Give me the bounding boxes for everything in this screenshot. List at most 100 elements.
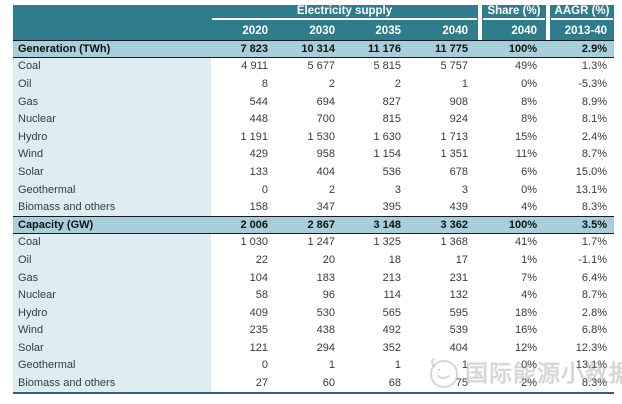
- value-share-2040: 18%: [514, 306, 537, 319]
- value-2040: 3 362: [440, 218, 468, 231]
- electricity-supply-table: Electricity supply Share (%) AAGR (%) 20…: [13, 5, 614, 394]
- value-2035: 395: [382, 201, 401, 214]
- value-2020: 104: [249, 271, 268, 284]
- value-2040: 439: [449, 201, 468, 214]
- value-2020: 58: [255, 289, 268, 302]
- value-aagr-2013-40: 3.5%: [581, 218, 607, 231]
- value-aagr-2013-40: 1.3%: [581, 60, 607, 73]
- value-2030: 183: [316, 271, 335, 284]
- value-2040: 595: [449, 306, 468, 319]
- value-2035: 114: [383, 289, 401, 302]
- row-label: Gas: [13, 92, 211, 111]
- value-2040: 75: [455, 377, 468, 390]
- value-2020: 1 030: [240, 236, 268, 249]
- column-header-2030: 2030: [278, 22, 345, 40]
- table-row: Oil 22 20 18 17 1% -1.1%: [13, 251, 614, 269]
- value-2035: 536: [382, 165, 401, 178]
- value-aagr-2013-40: -5.3%: [578, 77, 607, 90]
- value-2030: 694: [316, 95, 335, 108]
- table-row: Wind 235 438 492 539 16% 6.8%: [13, 321, 614, 340]
- row-label: Generation (TWh): [18, 42, 111, 55]
- value-aagr-2013-40: 8.9%: [581, 95, 607, 108]
- value-2035: 1 630: [373, 130, 401, 143]
- value-2020: 8: [261, 77, 268, 90]
- value-2040: 539: [449, 324, 468, 337]
- value-2030: 347: [316, 201, 335, 214]
- value-aagr-2013-40: 13.1%: [575, 183, 607, 196]
- value-2035: 1 154: [373, 148, 401, 161]
- value-aagr-2013-40: 8.3%: [581, 377, 607, 390]
- value-2020: 235: [249, 324, 268, 337]
- row-label: Wind: [13, 321, 211, 340]
- value-2030: 2: [328, 183, 335, 196]
- value-2040: 1 368: [440, 236, 468, 249]
- value-2030: 700: [316, 113, 335, 126]
- value-2030: 404: [316, 165, 335, 178]
- value-2020: 429: [249, 148, 268, 161]
- value-2040: 1: [461, 359, 468, 372]
- table-row: Geothermal 0 1 1 1 0% 13.1%: [13, 356, 614, 375]
- value-2040: 404: [449, 341, 468, 354]
- value-2030: 1 530: [307, 130, 335, 143]
- value-2020: 448: [249, 113, 268, 126]
- table-header-years: 2020 2030 2035 2040 2040 2013-40: [13, 22, 614, 40]
- value-2035: 11 176: [367, 42, 401, 55]
- row-label: Oil: [13, 75, 211, 93]
- value-2020: 158: [249, 201, 268, 214]
- value-2030: 96: [322, 289, 335, 302]
- column-header-2040: 2040: [411, 22, 478, 40]
- table-row: Hydro 1 191 1 530 1 630 1 713 15% 2.4%: [13, 127, 614, 146]
- value-2020: 409: [249, 306, 268, 319]
- value-share-2040: 7%: [521, 271, 537, 284]
- value-share-2040: 4%: [521, 289, 537, 302]
- row-label: Hydro: [13, 303, 211, 322]
- row-label: Biomass and others: [13, 374, 211, 392]
- value-2035: 3: [394, 183, 401, 196]
- row-label: Coal: [13, 233, 211, 252]
- header-group-share: Share (%): [482, 5, 546, 22]
- value-aagr-2013-40: 6.4%: [581, 271, 607, 284]
- table-row: Wind 429 958 1 154 1 351 11% 8.7%: [13, 145, 614, 164]
- table-row: Gas 544 694 827 908 8% 8.9%: [13, 92, 614, 111]
- table-row: Gas 104 183 213 231 7% 6.4%: [13, 268, 614, 287]
- value-aagr-2013-40: 2.9%: [581, 42, 607, 55]
- column-header-2020: 2020: [211, 22, 278, 40]
- value-2035: 492: [382, 324, 401, 337]
- value-share-2040: 15%: [514, 130, 537, 143]
- row-label: Nuclear: [13, 286, 211, 304]
- value-2030: 20: [322, 253, 335, 266]
- header-group-aagr: AAGR (%): [550, 5, 614, 22]
- table-row: Generation (TWh) 7 823 10 314 11 176 11 …: [13, 40, 614, 58]
- value-share-2040: 41%: [514, 236, 537, 249]
- value-2040: 132: [449, 289, 468, 302]
- table-row: Hydro 409 530 565 595 18% 2.8%: [13, 303, 614, 322]
- value-share-2040: 100%: [508, 218, 537, 231]
- value-2020: 0: [261, 359, 268, 372]
- value-2040: 5 757: [440, 60, 468, 73]
- table-row: Geothermal 0 2 3 3 0% 13.1%: [13, 180, 614, 199]
- value-2035: 1 325: [373, 236, 401, 249]
- table-row: Biomass and others 158 347 395 439 4% 8.…: [13, 198, 614, 216]
- value-share-2040: 8%: [521, 95, 537, 108]
- value-aagr-2013-40: -1.1%: [578, 253, 607, 266]
- table-row: Nuclear 58 96 114 132 4% 8.7%: [13, 286, 614, 304]
- value-2020: 0: [261, 183, 268, 196]
- value-2020: 4 911: [241, 60, 268, 73]
- value-share-2040: 4%: [521, 201, 537, 214]
- value-2030: 1 247: [307, 236, 335, 249]
- value-2030: 1: [328, 359, 335, 372]
- table-row: Solar 121 294 352 404 12% 12.3%: [13, 339, 614, 357]
- share-group-label: Share (%): [483, 5, 545, 20]
- value-aagr-2013-40: 8.7%: [581, 148, 607, 161]
- header-group-electricity-supply: Electricity supply: [211, 5, 478, 22]
- value-aagr-2013-40: 8.3%: [581, 201, 607, 214]
- value-2030: 294: [316, 341, 335, 354]
- value-2035: 18: [388, 253, 401, 266]
- value-share-2040: 11%: [515, 148, 537, 161]
- value-aagr-2013-40: 13.1%: [575, 359, 607, 372]
- row-label: Biomass and others: [13, 198, 211, 216]
- row-label: Capacity (GW): [18, 218, 94, 231]
- value-2035: 2: [394, 77, 401, 90]
- row-label: Nuclear: [13, 110, 211, 128]
- row-label: Solar: [13, 163, 211, 181]
